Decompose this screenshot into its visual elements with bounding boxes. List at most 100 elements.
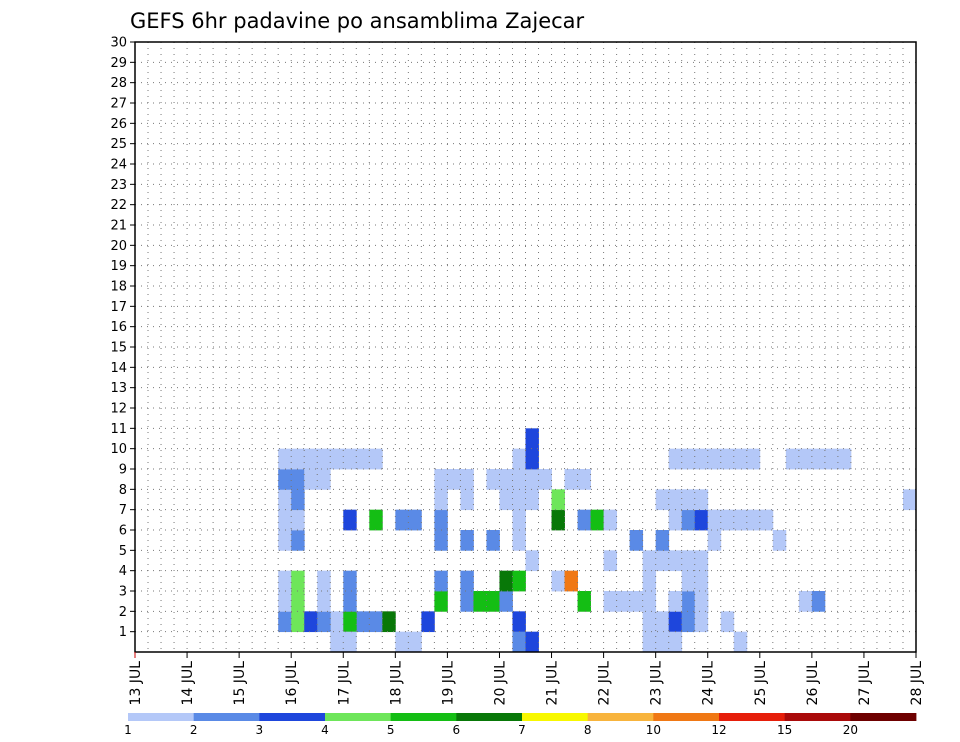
y-tick-label: 27: [110, 97, 127, 112]
heatmap-cell: [642, 591, 657, 612]
legend-label: 12: [711, 723, 726, 737]
heatmap-cell: [486, 530, 500, 551]
heatmap-cell: [356, 611, 370, 633]
heatmap-cell: [395, 509, 409, 531]
heatmap-cell: [291, 489, 305, 511]
y-tick-label: 28: [110, 76, 127, 91]
heatmap-cell: [694, 489, 709, 511]
legend-swatch: [390, 713, 457, 721]
y-tick-label: 12: [110, 402, 127, 417]
heatmap-cell: [551, 489, 565, 511]
heatmap-cell: [668, 489, 683, 511]
heatmap-cell: [356, 448, 370, 470]
legend-swatch: [325, 713, 392, 721]
heatmap-cell: [733, 448, 748, 470]
heatmap-cell: [564, 570, 578, 592]
heatmap-cell: [681, 448, 696, 470]
heatmap-cell: [603, 550, 618, 572]
heatmap-cell: [278, 611, 292, 633]
heatmap-cell: [681, 509, 696, 531]
y-tick-label: 14: [110, 361, 127, 376]
heatmap-cell: [694, 550, 709, 572]
heatmap-cell: [538, 469, 552, 490]
legend-swatch: [259, 713, 326, 721]
legend-label: 2: [190, 723, 198, 737]
legend-label: 15: [777, 723, 792, 737]
heatmap-cell: [811, 591, 826, 612]
heatmap-cell: [460, 530, 474, 551]
heatmap-cell: [291, 509, 305, 531]
legend-swatch: [522, 713, 589, 721]
heatmap-cell: [434, 530, 448, 551]
heatmap-cell: [733, 509, 748, 531]
heatmap-cell: [681, 550, 696, 572]
y-tick-label: 6: [119, 524, 127, 539]
x-tick-label: 19 JUL: [440, 661, 456, 706]
y-tick-label: 25: [110, 137, 127, 152]
heatmap-cell: [499, 469, 513, 490]
y-tick-label: 5: [119, 544, 127, 559]
legend-label: 4: [321, 723, 329, 737]
heatmap-cell: [447, 469, 461, 490]
chart-title: GEFS 6hr padavine po ansamblima Zajecar: [130, 9, 585, 33]
heatmap-cell: [694, 591, 709, 612]
y-tick-label: 20: [110, 239, 127, 254]
heatmap-cell: [720, 448, 735, 470]
heatmap-cell: [291, 530, 305, 551]
heatmap-cell: [707, 509, 722, 531]
y-tick-label: 15: [110, 341, 127, 356]
legend-swatch: [784, 713, 851, 721]
heatmap-cell: [668, 509, 683, 531]
grid-lines: [135, 42, 916, 652]
x-tick-label: 17 JUL: [336, 661, 352, 706]
heatmap-cell: [759, 509, 774, 531]
legend-label: 20: [843, 723, 858, 737]
heatmap-cell: [642, 570, 657, 592]
y-tick-label: 4: [119, 564, 127, 579]
heatmap-cell: [317, 591, 331, 612]
heatmap-cell: [681, 591, 696, 612]
y-tick-label: 16: [110, 320, 127, 335]
heatmap-cell: [577, 469, 591, 490]
heatmap-cell: [694, 448, 709, 470]
heatmap-cell: [304, 611, 318, 633]
heatmap-cell: [499, 570, 513, 592]
heatmap-cell: [317, 611, 331, 633]
heatmap-cell: [343, 570, 357, 592]
heatmap-cell: [811, 448, 826, 470]
heatmap-cell: [486, 469, 500, 490]
heatmap-cell: [278, 509, 292, 531]
heatmap-cell: [291, 591, 305, 612]
heatmap-cell: [291, 448, 305, 470]
heatmap-cell: [291, 611, 305, 633]
heatmap-cell: [434, 570, 448, 592]
heatmap-cell: [694, 509, 709, 531]
legend-label: 6: [453, 723, 461, 737]
heatmap-cell: [512, 611, 526, 633]
y-tick-label: 7: [119, 503, 127, 518]
heatmap-cell: [902, 489, 917, 511]
y-tick-label: 19: [110, 259, 127, 274]
heatmap-cell: [460, 570, 474, 592]
y-tick-label: 17: [110, 300, 127, 315]
y-tick-label: 8: [119, 483, 127, 498]
heatmap-cell: [343, 509, 357, 531]
legend-label: 8: [584, 723, 592, 737]
legend-label: 7: [518, 723, 526, 737]
x-tick-label: 21 JUL: [545, 661, 561, 706]
heatmap-cell: [343, 631, 357, 653]
y-tick-label: 11: [110, 422, 127, 437]
x-tick-label: 23 JUL: [649, 661, 665, 706]
heatmap-cell: [512, 509, 526, 531]
heatmap-cell: [642, 631, 657, 653]
heatmap-cell: [655, 550, 670, 572]
y-tick-label: 3: [119, 585, 127, 600]
heatmap-cell: [525, 428, 539, 450]
heatmap-cell: [369, 448, 383, 470]
x-tick-label: 26 JUL: [805, 661, 821, 706]
heatmap-cell: [330, 611, 344, 633]
heatmap-cell: [499, 591, 513, 612]
heatmap-cell: [512, 469, 526, 490]
heatmap-cell: [629, 530, 644, 551]
heatmap-cell: [317, 448, 331, 470]
